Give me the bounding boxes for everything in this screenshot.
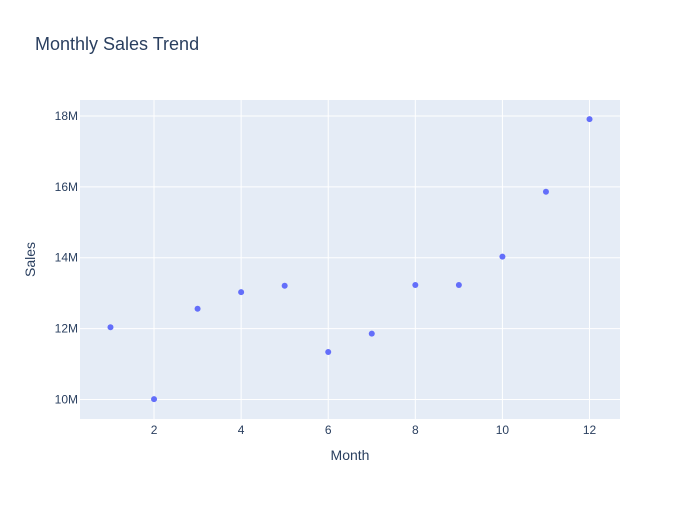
x-tick-label: 12 <box>583 423 597 437</box>
data-point[interactable] <box>499 253 506 260</box>
y-axis-label: Sales <box>22 242 38 277</box>
chart-title: Monthly Sales Trend <box>35 34 199 54</box>
y-tick-label: 16M <box>55 180 78 194</box>
x-tick-label: 4 <box>238 423 245 437</box>
data-point[interactable] <box>412 282 419 289</box>
data-point[interactable] <box>151 396 158 403</box>
data-point[interactable] <box>586 116 593 123</box>
data-point[interactable] <box>238 289 245 296</box>
data-point[interactable] <box>194 305 201 312</box>
y-tick-label: 12M <box>55 322 78 336</box>
x-axis-label: Month <box>331 447 370 463</box>
y-tick-label: 14M <box>55 251 78 265</box>
x-tick-label: 8 <box>412 423 419 437</box>
data-markers <box>107 116 593 403</box>
y-tick-label: 18M <box>55 109 78 123</box>
data-point[interactable] <box>107 324 114 331</box>
data-point[interactable] <box>542 188 549 195</box>
x-tick-label: 2 <box>151 423 158 437</box>
x-tick-label: 6 <box>325 423 332 437</box>
data-point[interactable] <box>325 349 332 356</box>
plot-background <box>80 100 620 419</box>
y-tick-label: 10M <box>55 393 78 407</box>
x-tick-label: 10 <box>496 423 510 437</box>
data-point[interactable] <box>281 282 288 289</box>
data-point[interactable] <box>368 330 375 337</box>
axis-ticks: 2 4 6 8 10 12 10M 12M 14M 16M 18M <box>55 109 597 437</box>
data-point[interactable] <box>455 282 462 289</box>
